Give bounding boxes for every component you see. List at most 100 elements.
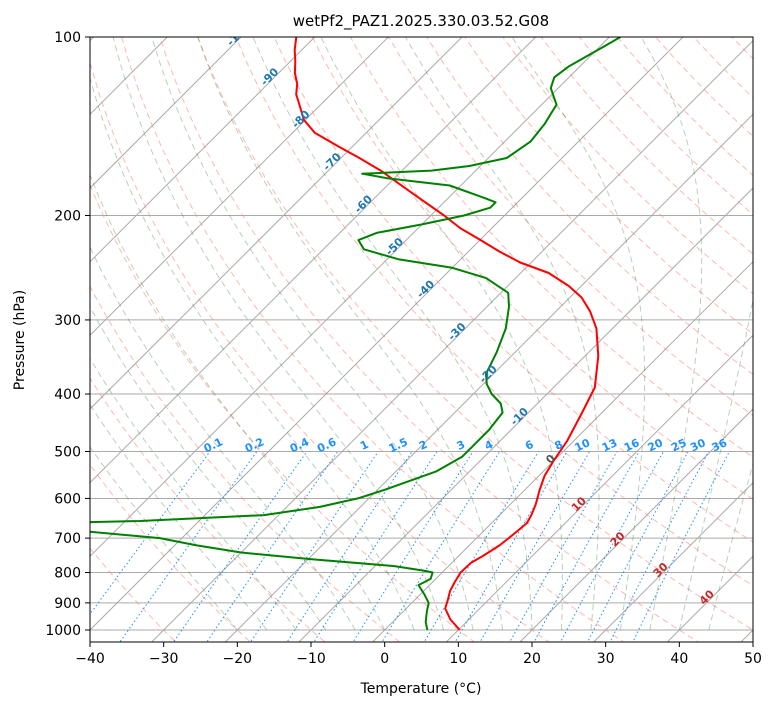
y-tick-label: 200 [54, 209, 81, 225]
isotherm-line [519, 408, 753, 642]
mixing-ratio-line [587, 451, 689, 642]
dry-adiabat-line [235, 37, 753, 587]
temperature-profile-line [293, 37, 600, 631]
isotherm-line [150, 39, 753, 642]
isotherm-label: -40 [414, 277, 437, 300]
mixing-ratio-label: 25 [669, 436, 688, 454]
dry-adiabat-line [90, 547, 177, 642]
mixing-ratio-lines [90, 451, 730, 642]
x-tick-label: −30 [149, 651, 179, 667]
moist-adiabat-line [405, 37, 600, 631]
isotherm-line [90, 37, 684, 631]
mixing-ratio-line [454, 451, 568, 642]
isotherm-line [445, 334, 753, 642]
moist-adiabat-line [90, 305, 327, 631]
isotherm-label: -70 [321, 150, 344, 173]
moist-adiabat-line [197, 37, 503, 631]
dry-adiabat-line [90, 463, 252, 642]
isotherm-label: -10 [508, 405, 531, 428]
mixing-ratio-line [249, 451, 379, 642]
adiabat-lines [90, 24, 775, 655]
moist-adiabat-line [678, 297, 753, 631]
dry-adiabat-line [121, 37, 625, 642]
isotherm-line [298, 187, 753, 642]
isotherm-line [90, 37, 390, 337]
mixing-ratio-line [119, 451, 258, 642]
moist-adiabat-line [90, 173, 386, 631]
mixing-ratio-label: 6 [523, 438, 536, 453]
y-tick-label: 100 [54, 30, 81, 46]
mixing-ratio-label: 4 [483, 438, 496, 453]
mixing-ratio-line [90, 451, 211, 615]
moist-adiabat-line [90, 445, 238, 631]
y-tick-label: 900 [54, 596, 81, 612]
dry-adiabat-line [90, 377, 326, 642]
y-axis-label: Pressure (hPa) [12, 290, 28, 390]
dry-adiabat-line [388, 37, 753, 416]
axis-ticks: −40 −30 −20 −10 0 10 20 30 40 5010020030040050060… [45, 30, 762, 667]
dry-adiabat-line [540, 37, 753, 255]
moist-adiabat-label: 40 [697, 587, 717, 607]
x-tick-label: 30 [597, 651, 615, 667]
isotherm-line [90, 37, 463, 410]
dry-adiabat-line [197, 37, 753, 631]
mixing-ratio-label: 0.4 [288, 435, 311, 455]
dry-adiabat-line [502, 37, 753, 295]
moist-adiabat-line [640, 37, 703, 631]
y-tick-label: 800 [54, 566, 81, 582]
mixing-ratio-label: 16 [622, 436, 642, 454]
mixing-ratio-line [423, 451, 539, 642]
dry-adiabat-line [90, 183, 476, 642]
dry-adiabat-line [426, 37, 753, 375]
mixing-ratio-line [313, 451, 438, 642]
isotherm-label: -30 [445, 320, 468, 343]
mixing-ratio-label: 13 [600, 436, 619, 454]
x-tick-label: −10 [296, 651, 326, 667]
isotherm-line [740, 629, 753, 642]
sounding-profiles [90, 37, 621, 631]
mixing-ratio-line [173, 451, 308, 642]
line-labels: -100-90-80-70-60-50-40-30-20-1000.1 0.2 0.… [202, 20, 730, 607]
moist-adiabat-line [90, 357, 297, 631]
mixing-ratio-label: 30 [688, 436, 708, 454]
x-tick-label: 50 [744, 651, 762, 667]
dry-adiabat-line [349, 37, 753, 458]
dry-adiabat-line [464, 37, 753, 335]
mixing-ratio-line [632, 451, 730, 642]
dewpoint-profile-line [90, 37, 621, 631]
mixing-ratio-line [479, 451, 591, 642]
mixing-ratio-label: 3 [455, 438, 467, 453]
grid-lines [90, 37, 753, 642]
dry-adiabat-line [757, 24, 775, 655]
moist-adiabat-label: 30 [651, 560, 671, 580]
moist-adiabat-line [112, 37, 445, 631]
dry-adiabat-line [90, 285, 401, 642]
isotherm-line [90, 37, 611, 558]
mixing-ratio-label: 0.6 [315, 435, 338, 455]
x-tick-label: 20 [523, 651, 541, 667]
isotherm-label: -100 [224, 20, 253, 49]
isotherm-label: -20 [477, 362, 500, 385]
isotherm-line [90, 37, 242, 189]
y-tick-label: 300 [54, 313, 81, 329]
dry-adiabat-line [731, 37, 753, 60]
y-tick-label: 1000 [45, 623, 81, 639]
chart-title: wetPf2_PAZ1.2025.330.03.52.G08 [293, 12, 549, 31]
isotherm-label: -60 [352, 192, 375, 215]
isotherm-line [90, 37, 537, 484]
moist-adiabat-line [90, 403, 268, 631]
moist-adiabat-line [320, 37, 563, 630]
isotherm-label: -90 [258, 65, 281, 88]
plot-frame [89, 36, 754, 643]
dry-adiabat-line [311, 37, 753, 500]
isotherm-line [592, 481, 753, 642]
mixing-ratio-line [559, 451, 664, 642]
dry-adiabat-line [90, 61, 550, 642]
mixing-ratio-line [352, 451, 474, 642]
y-tick-label: 500 [54, 444, 81, 460]
y-tick-label: 700 [54, 531, 81, 547]
moist-adiabat-line [708, 461, 753, 631]
isotherm-line [224, 113, 753, 642]
moist-adiabat-line [252, 37, 533, 630]
